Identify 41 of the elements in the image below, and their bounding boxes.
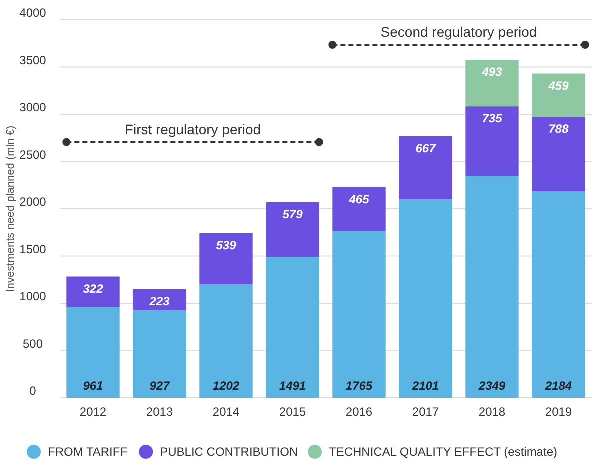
data-label: 465 [348,192,370,206]
data-label: 2184 [544,379,572,393]
y-tick-label: 500 [22,336,44,351]
legend-label: FROM TARIFF [48,445,128,459]
y-tick-label: 0 [30,384,37,398]
data-label: 459 [548,78,570,93]
data-label: 579 [282,207,304,222]
y-tick-label: 3000 [20,100,47,114]
data-label: 322 [83,282,104,296]
data-label: 961 [83,379,104,393]
x-tick-label: 2012 [80,405,107,419]
data-label: 493 [481,64,503,79]
data-label: 927 [150,379,172,393]
x-tick-label: 2018 [478,405,506,419]
data-label: 1765 [346,379,373,393]
y-tick-label: 1500 [20,242,47,256]
x-tick-label: 2019 [545,405,572,419]
y-axis-title: Investments need planned (mln €) [5,126,17,292]
annotation: Second regulatory period [380,24,538,40]
data-label: 667 [416,141,438,156]
y-tick-label: 1000 [20,290,47,304]
x-tick-label: 2014 [212,405,240,419]
data-label: 2101 [411,379,440,393]
x-tick-label: 2017 [412,405,440,419]
x-tick-label: 2013 [146,405,174,419]
y-tick-label: 2500 [20,148,47,162]
data-label: 735 [482,112,503,126]
data-label: 2349 [478,379,506,393]
data-label: 539 [216,238,237,252]
data-label: 1491 [279,379,306,393]
y-tick-label: 3500 [20,53,47,68]
y-tick-label: 4000 [20,6,47,20]
data-label: 1202 [212,379,240,393]
x-tick-label: 2016 [346,405,373,419]
data-label: 223 [148,294,170,308]
y-tick-label: 2000 [20,195,47,209]
legend-label: TECHNICAL QUALITY EFFECT (estimate) [329,445,558,459]
data-label: 788 [548,122,570,136]
legend-label: PUBLIC CONTRIBUTION [160,445,298,459]
x-tick-label: 2015 [279,405,306,419]
annotation: First regulatory period [124,121,262,138]
